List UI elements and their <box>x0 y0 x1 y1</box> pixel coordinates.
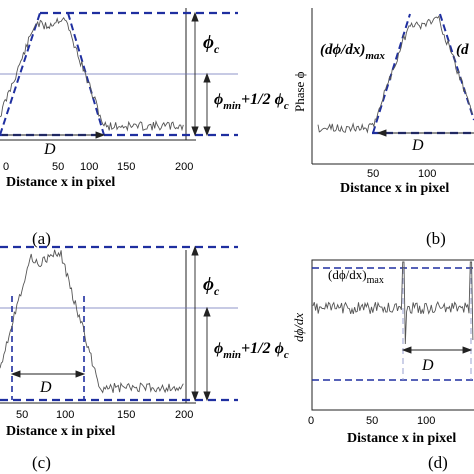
panel-b-ylabel: Phase ϕ <box>292 71 307 112</box>
panel-a-phi-c-label: ϕc <box>203 32 220 56</box>
panel-c-mid-arrow <box>203 306 211 402</box>
panel-c-tick-150: 150 <box>117 409 135 421</box>
panel-d: dϕ/dx (dϕ/dx)max D 0 50 100 Distance x i… <box>291 259 474 472</box>
panel-b-rising-dash <box>372 13 411 134</box>
panel-c-d-arrow <box>10 370 86 378</box>
panel-c-phi-c-arrow <box>191 245 199 402</box>
panel-c-signal-trace <box>0 249 184 394</box>
panel-a: ϕc ϕmin+1/2 ϕc D 0 50 100 150 200 Distan… <box>0 8 289 248</box>
panel-b-slope-label-clipped: (d <box>456 42 469 58</box>
panel-a-tick-100: 100 <box>80 161 98 173</box>
panel-a-tick-50: 50 <box>52 161 64 173</box>
panel-d-ylabel: dϕ/dx <box>291 313 306 342</box>
panel-b-tick-50: 50 <box>367 168 379 180</box>
panel-c-xlabel: Distance x in pixel <box>6 424 115 439</box>
panel-a-d-label: D <box>43 141 56 158</box>
panel-d-d-label: D <box>421 357 434 374</box>
panel-b-slope-label: (dϕ/dx)max <box>320 42 385 62</box>
panel-a-xlabel: Distance x in pixel <box>6 175 115 190</box>
panel-d-d-arrow <box>401 346 473 354</box>
panel-c-phi-c-label: ϕc <box>203 274 220 298</box>
panel-b: Phase ϕ (dϕ/dx)max (d D 50 100 Distance … <box>292 8 474 248</box>
panel-c-tick-50: 50 <box>16 409 28 421</box>
panel-d-tick-50: 50 <box>366 415 378 427</box>
panel-c-d-label: D <box>39 379 52 396</box>
panel-a-tick-150: 150 <box>117 161 135 173</box>
panel-a-phimin-label: ϕmin+1/2 ϕc <box>214 91 289 112</box>
panel-d-caption: (d) <box>428 453 448 472</box>
panel-a-tick-0: 0 <box>3 161 9 173</box>
panel-c-caption: (c) <box>32 453 51 472</box>
panel-c-tick-100: 100 <box>56 409 74 421</box>
panel-c-tick-200: 200 <box>175 409 193 421</box>
panel-b-signal-trace <box>317 14 474 134</box>
panel-d-signal-trace <box>312 261 474 345</box>
panel-d-tick-100: 100 <box>417 415 435 427</box>
panel-b-d-label: D <box>411 137 424 154</box>
panel-b-tick-100: 100 <box>418 168 436 180</box>
panel-a-mid-arrow <box>203 72 211 137</box>
panel-d-slope-label: (dϕ/dx)max <box>328 267 384 286</box>
panel-c: ϕc ϕmin+1/2 ϕc D 50 100 150 200 Distance… <box>0 245 289 472</box>
panel-a-caption: (a) <box>32 229 51 248</box>
panel-a-tick-200: 200 <box>175 161 193 173</box>
panel-d-xlabel: Distance x in pixel <box>347 431 456 446</box>
panel-a-phi-c-arrow <box>191 11 199 137</box>
panel-b-xlabel: Distance x in pixel <box>340 181 449 196</box>
panel-a-d-arrow <box>2 131 106 139</box>
panel-d-tick-0: 0 <box>308 415 314 427</box>
panel-a-signal-trace <box>0 16 184 132</box>
panel-b-d-arrow <box>376 129 474 137</box>
panel-b-caption: (b) <box>426 229 446 248</box>
panel-c-phimin-label: ϕmin+1/2 ϕc <box>214 340 289 361</box>
panel-d-frame <box>311 259 474 411</box>
